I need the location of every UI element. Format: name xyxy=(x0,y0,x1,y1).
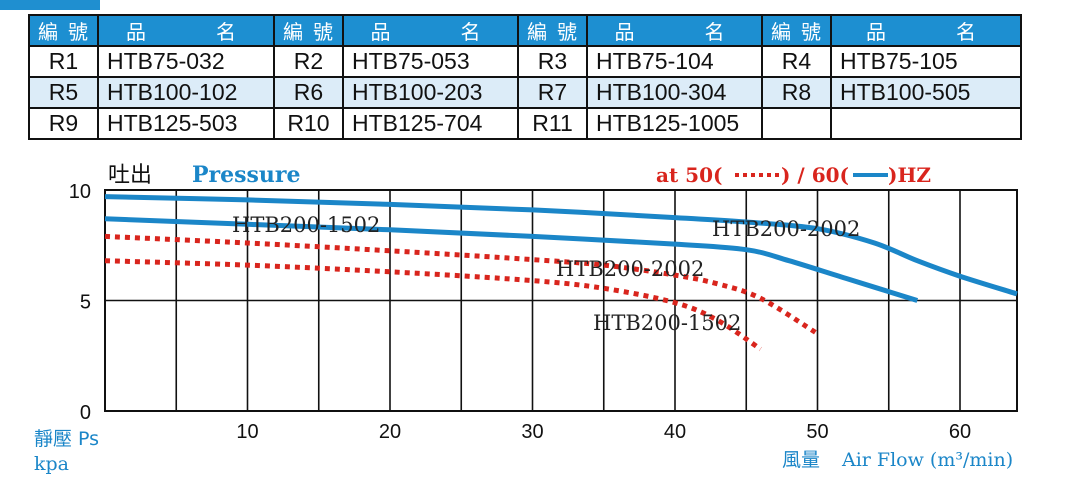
header-name: 品 名 xyxy=(342,14,519,47)
x-tick-label: 20 xyxy=(379,421,401,443)
curve-htb200-2002-50hz xyxy=(104,233,819,336)
table-cell-code: R11 xyxy=(517,107,588,140)
chart-title-en: Pressure xyxy=(192,162,301,188)
x-tick-label: 50 xyxy=(806,421,828,443)
curve-htb200-1502-50hz xyxy=(104,258,762,352)
table-cell-name: HTB75-105 xyxy=(830,45,1022,78)
table-cell-name: HTB125-704 xyxy=(342,107,519,140)
x-axis-label-cn: 風量 xyxy=(782,449,820,471)
annotation-label: HTB200-2002 xyxy=(556,257,704,281)
annotation-label: HTB200-1502 xyxy=(593,311,741,335)
curve-htb200-1502-60hz xyxy=(104,216,919,303)
table-cell-code: R4 xyxy=(761,45,832,78)
table-cell-name: HTB100-304 xyxy=(586,76,763,109)
table-cell-code: R2 xyxy=(273,45,344,78)
y-tick-label: 0 xyxy=(80,402,91,424)
table-cell-code: R10 xyxy=(273,107,344,140)
x-tick-label: 40 xyxy=(664,421,686,443)
table-header-row: 編號 品 名 編號 品 名 編號 品 名 編號 品 名 xyxy=(28,14,1022,47)
chart-curves xyxy=(104,194,1018,352)
chart-grid: 10 20 30 40 50 60 0 5 10 xyxy=(69,181,1018,443)
header-name: 品 名 xyxy=(830,14,1022,47)
x-tick-label: 30 xyxy=(521,421,543,443)
header-code: 編號 xyxy=(273,14,344,47)
y-axis-unit: kpa xyxy=(34,453,69,475)
legend-mid: ) / 60( xyxy=(781,163,849,187)
table-cell-code: R7 xyxy=(517,76,588,109)
table-cell-code: R5 xyxy=(28,76,99,109)
table-cell-name xyxy=(830,107,1022,140)
chart-title-cn: 吐出 xyxy=(108,163,152,188)
x-axis-label-en: Air Flow (m³/min) xyxy=(841,449,1013,471)
curve-htb200-2002-60hz xyxy=(104,194,1018,297)
x-tick-label: 10 xyxy=(236,421,258,443)
table-row: R9 HTB125-503 R10 HTB125-704 R11 HTB125-… xyxy=(28,107,1022,140)
y-tick-label: 10 xyxy=(69,181,91,203)
table-cell-code: R6 xyxy=(273,76,344,109)
table-cell-name: HTB100-203 xyxy=(342,76,519,109)
y-axis-label: 靜壓 Ps xyxy=(34,428,99,450)
table-cell-name: HTB75-032 xyxy=(97,45,275,78)
table-row: R5 HTB100-102 R6 HTB100-203 R7 HTB100-30… xyxy=(28,76,1022,109)
y-tick-label: 5 xyxy=(80,292,91,314)
table-cell-code xyxy=(761,107,832,140)
header-code: 編號 xyxy=(517,14,588,47)
table-cell-code: R9 xyxy=(28,107,99,140)
header-name: 品 名 xyxy=(586,14,763,47)
chart-legend: at 50( ) / 60( )HZ xyxy=(656,163,931,187)
table-cell-name: HTB100-102 xyxy=(97,76,275,109)
table-cell-code: R1 xyxy=(28,45,99,78)
top-accent-strip xyxy=(0,0,100,10)
table-cell-name: HTB75-053 xyxy=(342,45,519,78)
table-row: R1 HTB75-032 R2 HTB75-053 R3 HTB75-104 R… xyxy=(28,45,1022,78)
table-cell-code: R3 xyxy=(517,45,588,78)
model-table: 編號 品 名 編號 品 名 編號 品 名 編號 品 名 R1 HTB75-032… xyxy=(28,14,1022,140)
legend-suffix: )HZ xyxy=(888,163,931,187)
header-code: 編號 xyxy=(28,14,99,47)
pressure-airflow-chart: 10 20 30 40 50 60 0 5 10 吐出 Pressure at 50( ) / … xyxy=(34,162,1018,475)
table-cell-name: HTB125-1005 xyxy=(586,107,763,140)
header-name: 品 名 xyxy=(97,14,275,47)
table-cell-name: HTB100-505 xyxy=(830,76,1022,109)
table-cell-name: HTB125-503 xyxy=(97,107,275,140)
header-code: 編號 xyxy=(761,14,832,47)
annotation-label: HTB200-2002 xyxy=(712,217,860,241)
table-cell-code: R8 xyxy=(761,76,832,109)
legend-prefix: at 50( xyxy=(656,163,722,187)
x-tick-label: 60 xyxy=(949,421,971,443)
annotation-label: HTB200-1502 xyxy=(232,213,380,237)
table-cell-name: HTB75-104 xyxy=(586,45,763,78)
